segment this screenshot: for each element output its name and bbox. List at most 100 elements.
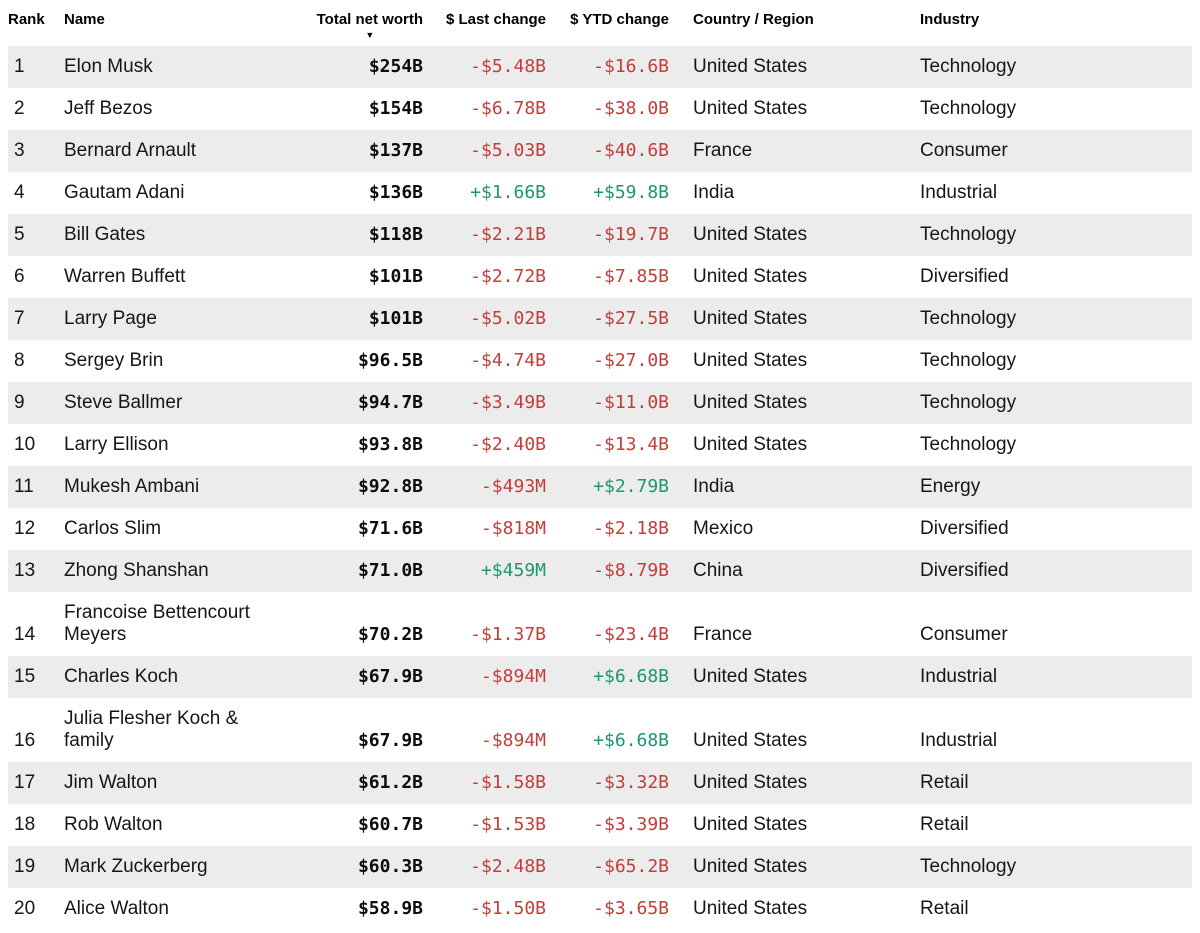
name-cell: Bernard Arnault bbox=[64, 130, 308, 172]
header-row: Rank Name Total net worth ▼ $ Last chang… bbox=[8, 0, 1192, 46]
ytd-change-cell: -$8.79B bbox=[593, 560, 669, 581]
billionaire-name: Bill Gates bbox=[64, 224, 146, 245]
name-cell: Sergey Brin bbox=[64, 340, 308, 382]
country-cell: United States bbox=[693, 266, 808, 287]
country-cell: United States bbox=[693, 856, 808, 877]
ytd-change-cell: +$2.79B bbox=[593, 476, 669, 497]
ytd-change-cell: -$11.0B bbox=[593, 392, 669, 413]
last-change-cell: -$894M bbox=[480, 730, 546, 751]
industry-cell: Technology bbox=[920, 56, 1017, 77]
table-row[interactable]: 14 Francoise Bettencourt Meyers $70.2B -… bbox=[8, 592, 1192, 656]
name-cell: Bill Gates bbox=[64, 214, 308, 256]
industry-cell: Diversified bbox=[920, 266, 1009, 287]
rank-cell: 5 bbox=[14, 224, 25, 245]
table-row[interactable]: 8 Sergey Brin $96.5B -$4.74B -$27.0B Uni… bbox=[8, 340, 1192, 382]
last-change-cell: -$1.37B bbox=[470, 624, 546, 645]
table-row[interactable]: 3 Bernard Arnault $137B -$5.03B -$40.6B … bbox=[8, 130, 1192, 172]
table-row[interactable]: 19 Mark Zuckerberg $60.3B -$2.48B -$65.2… bbox=[8, 846, 1192, 888]
last-change-cell: +$459M bbox=[480, 560, 546, 581]
industry-cell: Consumer bbox=[920, 140, 1008, 161]
ytd-change-cell: -$2.18B bbox=[593, 518, 669, 539]
ytd-change-cell: +$59.8B bbox=[593, 182, 669, 203]
table-row[interactable]: 10 Larry Ellison $93.8B -$2.40B -$13.4B … bbox=[8, 424, 1192, 466]
column-header-total-net-worth[interactable]: Total net worth ▼ bbox=[308, 0, 423, 46]
ytd-change-cell: -$27.0B bbox=[593, 350, 669, 371]
country-cell: India bbox=[693, 182, 735, 203]
industry-cell: Technology bbox=[920, 392, 1017, 413]
table-row[interactable]: 17 Jim Walton $61.2B -$1.58B -$3.32B Uni… bbox=[8, 762, 1192, 804]
industry-cell: Technology bbox=[920, 224, 1017, 245]
name-cell: Steve Ballmer bbox=[64, 382, 308, 424]
rank-cell: 20 bbox=[14, 898, 36, 919]
name-cell: Mukesh Ambani bbox=[64, 466, 308, 508]
table-row[interactable]: 1 Elon Musk $254B -$5.48B -$16.6B United… bbox=[8, 46, 1192, 88]
table-row[interactable]: 16 Julia Flesher Koch & family $67.9B -$… bbox=[8, 698, 1192, 762]
rank-cell: 2 bbox=[14, 98, 25, 119]
country-cell: China bbox=[693, 560, 743, 581]
column-header-country-region[interactable]: Country / Region bbox=[693, 11, 814, 28]
rank-cell: 10 bbox=[14, 434, 36, 455]
ytd-change-cell: -$3.65B bbox=[593, 898, 669, 919]
table-row[interactable]: 4 Gautam Adani $136B +$1.66B +$59.8B Ind… bbox=[8, 172, 1192, 214]
ytd-change-cell: -$27.5B bbox=[593, 308, 669, 329]
total-net-worth-cell: $101B bbox=[368, 266, 423, 287]
industry-cell: Retail bbox=[920, 814, 969, 835]
billionaire-name: Sergey Brin bbox=[64, 350, 164, 371]
last-change-cell: -$818M bbox=[480, 518, 546, 539]
billionaire-name: Jeff Bezos bbox=[64, 98, 153, 119]
total-net-worth-cell: $60.3B bbox=[357, 856, 423, 877]
country-cell: United States bbox=[693, 98, 808, 119]
billionaire-name: Charles Koch bbox=[64, 666, 179, 687]
table-row[interactable]: 13 Zhong Shanshan $71.0B +$459M -$8.79B … bbox=[8, 550, 1192, 592]
country-cell: France bbox=[693, 624, 753, 645]
billionaires-table-container: Rank Name Total net worth ▼ $ Last chang… bbox=[8, 0, 1192, 930]
rank-cell: 11 bbox=[14, 476, 34, 497]
rank-cell: 13 bbox=[14, 560, 36, 581]
column-header-industry[interactable]: Industry bbox=[920, 11, 980, 28]
table-row[interactable]: 12 Carlos Slim $71.6B -$818M -$2.18B Mex… bbox=[8, 508, 1192, 550]
column-header-rank[interactable]: Rank bbox=[8, 11, 45, 28]
name-cell: Zhong Shanshan bbox=[64, 550, 308, 592]
rank-cell: 3 bbox=[14, 140, 25, 161]
column-header-ytd-change[interactable]: $ YTD change bbox=[570, 11, 669, 28]
table-row[interactable]: 11 Mukesh Ambani $92.8B -$493M +$2.79B I… bbox=[8, 466, 1192, 508]
ytd-change-cell: -$7.85B bbox=[593, 266, 669, 287]
last-change-cell: -$2.21B bbox=[470, 224, 546, 245]
column-header-name[interactable]: Name bbox=[64, 11, 105, 28]
last-change-cell: -$2.40B bbox=[470, 434, 546, 455]
name-cell: Larry Page bbox=[64, 298, 308, 340]
billionaire-name: Larry Ellison bbox=[64, 434, 169, 455]
country-cell: United States bbox=[693, 224, 808, 245]
billionaire-name: Mukesh Ambani bbox=[64, 476, 200, 497]
name-cell: Gautam Adani bbox=[64, 172, 308, 214]
rank-cell: 16 bbox=[14, 730, 36, 751]
industry-cell: Technology bbox=[920, 856, 1017, 877]
table-body: 1 Elon Musk $254B -$5.48B -$16.6B United… bbox=[8, 46, 1192, 930]
last-change-cell: -$1.58B bbox=[470, 772, 546, 793]
column-header-last-change[interactable]: $ Last change bbox=[445, 11, 546, 28]
table-row[interactable]: 5 Bill Gates $118B -$2.21B -$19.7B Unite… bbox=[8, 214, 1192, 256]
ytd-change-cell: -$23.4B bbox=[593, 624, 669, 645]
ytd-change-cell: -$19.7B bbox=[593, 224, 669, 245]
country-cell: United States bbox=[693, 308, 808, 329]
country-cell: Mexico bbox=[693, 518, 754, 539]
table-row[interactable]: 18 Rob Walton $60.7B -$1.53B -$3.39B Uni… bbox=[8, 804, 1192, 846]
rank-cell: 18 bbox=[14, 814, 36, 835]
total-net-worth-cell: $137B bbox=[368, 140, 423, 161]
rank-cell: 15 bbox=[14, 666, 36, 687]
ytd-change-cell: -$3.32B bbox=[593, 772, 669, 793]
name-cell: Julia Flesher Koch & family bbox=[64, 698, 308, 762]
last-change-cell: -$1.53B bbox=[470, 814, 546, 835]
last-change-cell: -$2.72B bbox=[470, 266, 546, 287]
table-row[interactable]: 2 Jeff Bezos $154B -$6.78B -$38.0B Unite… bbox=[8, 88, 1192, 130]
total-net-worth-cell: $60.7B bbox=[357, 814, 423, 835]
billionaire-name: Carlos Slim bbox=[64, 518, 162, 539]
table-row[interactable]: 7 Larry Page $101B -$5.02B -$27.5B Unite… bbox=[8, 298, 1192, 340]
table-row[interactable]: 6 Warren Buffett $101B -$2.72B -$7.85B U… bbox=[8, 256, 1192, 298]
table-row[interactable]: 15 Charles Koch $67.9B -$894M +$6.68B Un… bbox=[8, 656, 1192, 698]
ytd-change-cell: +$6.68B bbox=[593, 666, 669, 687]
table-row[interactable]: 9 Steve Ballmer $94.7B -$3.49B -$11.0B U… bbox=[8, 382, 1192, 424]
last-change-cell: -$3.49B bbox=[470, 392, 546, 413]
table-row[interactable]: 20 Alice Walton $58.9B -$1.50B -$3.65B U… bbox=[8, 888, 1192, 930]
